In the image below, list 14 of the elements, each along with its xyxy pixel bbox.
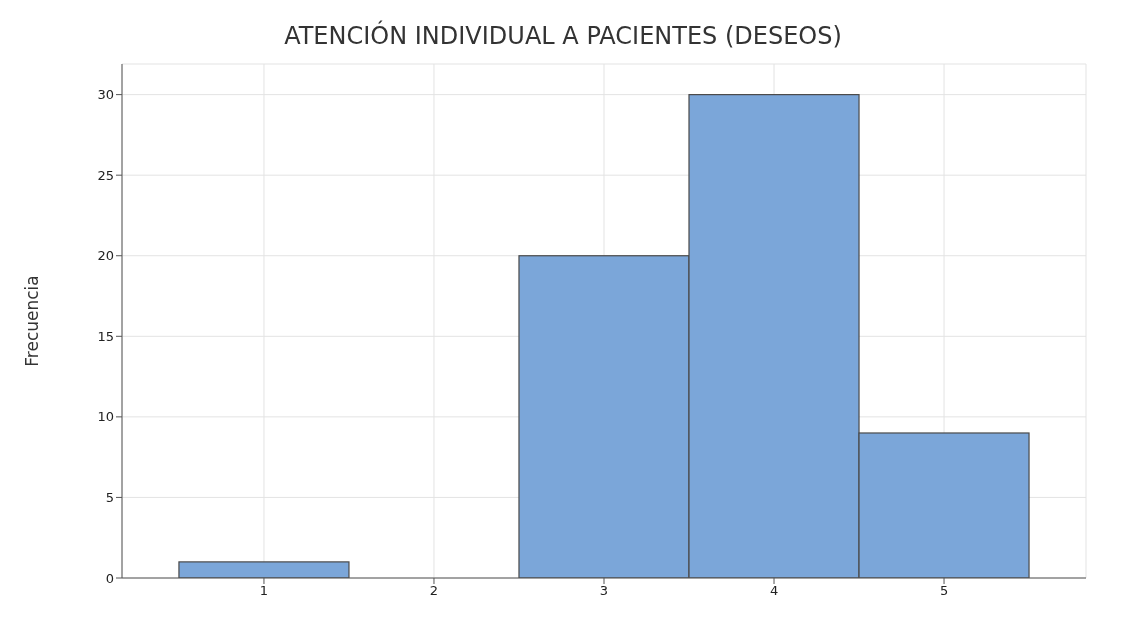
y-tick-label: 5 [105,490,114,506]
y-tick-label: 10 [97,409,114,425]
y-axis-title: Frecuencia [22,275,43,367]
x-tick-label: 2 [429,583,439,599]
y-tick-label: 30 [97,87,114,103]
y-tick-label: 25 [97,167,114,183]
x-tick-label: 3 [599,583,609,599]
x-tick-label: 1 [259,583,269,599]
chart-title: ATENCIÓN INDIVIDUAL A PACIENTES (DESEOS) [283,19,843,52]
x-tick-label: 4 [769,583,779,599]
x-tick-label: 5 [939,583,949,599]
y-tick-label: 0 [105,570,114,586]
y-tick-label: 15 [97,328,114,344]
y-tick-label: 20 [97,248,114,264]
